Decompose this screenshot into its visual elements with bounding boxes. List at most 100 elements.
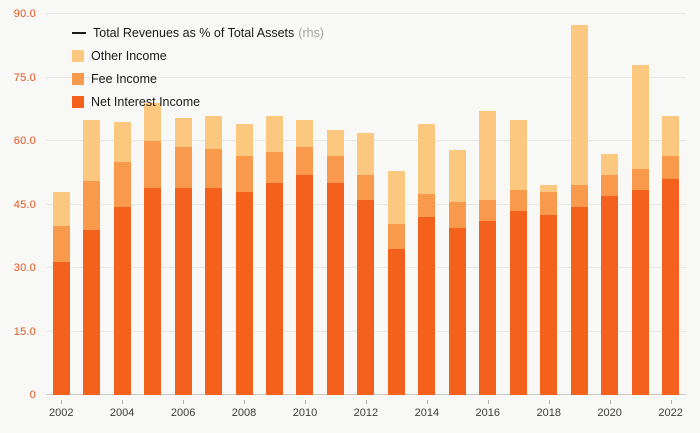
y-axis-tick-label: 45.0 bbox=[13, 198, 36, 211]
bar-segment-net-interest-income bbox=[418, 217, 436, 395]
x-axis-cell-2006: 2006 bbox=[168, 399, 198, 423]
bar-2012[interactable] bbox=[351, 14, 381, 395]
bar-2003[interactable] bbox=[76, 14, 106, 395]
bar-2009[interactable] bbox=[259, 14, 289, 395]
stacked-bar-2009 bbox=[266, 14, 284, 395]
y-axis-tick-label: 30.0 bbox=[13, 262, 36, 274]
bar-2006[interactable] bbox=[168, 14, 198, 395]
x-axis-cell-2015 bbox=[442, 399, 472, 423]
legend-label: Net Interest Income bbox=[91, 94, 201, 109]
legend-item-other-income[interactable]: Other Income bbox=[72, 44, 324, 67]
legend-item-fee-income[interactable]: Fee Income bbox=[72, 67, 324, 90]
x-axis-cell-2005 bbox=[137, 399, 167, 423]
bar-2017[interactable] bbox=[503, 14, 533, 395]
bar-segment-fee-income bbox=[509, 189, 527, 211]
bar-2021[interactable] bbox=[625, 14, 655, 395]
bar-segment-fee-income bbox=[52, 225, 70, 262]
stacked-bar-2019 bbox=[570, 14, 588, 395]
bar-2013[interactable] bbox=[381, 14, 411, 395]
legend: Total Revenues as % of Total Assets (rhs… bbox=[72, 21, 324, 113]
legend-label: Total Revenues as % of Total Assets bbox=[93, 25, 295, 40]
bar-segment-fee-income bbox=[144, 141, 162, 188]
bar-2022[interactable] bbox=[655, 14, 685, 395]
other-income-swatch-icon bbox=[72, 49, 84, 62]
bar-segment-other-income bbox=[540, 185, 558, 192]
bar-segment-other-income bbox=[174, 117, 192, 148]
x-axis-cell-2004: 2004 bbox=[107, 399, 137, 423]
bar-2020[interactable] bbox=[594, 14, 624, 395]
stacked-bar-2014 bbox=[418, 14, 436, 395]
bar-segment-other-income bbox=[570, 24, 588, 186]
bar-segment-fee-income bbox=[113, 162, 131, 207]
bar-2007[interactable] bbox=[198, 14, 228, 395]
bar-segment-other-income bbox=[296, 119, 314, 148]
legend-item-total-revenues[interactable]: Total Revenues as % of Total Assets (rhs… bbox=[72, 21, 324, 44]
bar-segment-other-income bbox=[418, 124, 436, 194]
bar-2002[interactable] bbox=[46, 14, 76, 395]
bar-segment-fee-income bbox=[266, 151, 284, 184]
x-axis-cell-2018: 2018 bbox=[534, 399, 564, 423]
bar-2019[interactable] bbox=[564, 14, 594, 395]
bar-segment-other-income bbox=[631, 64, 649, 169]
bar-segment-fee-income bbox=[357, 174, 375, 201]
bar-segment-fee-income bbox=[570, 185, 588, 207]
bar-2011[interactable] bbox=[320, 14, 350, 395]
bar-segment-other-income bbox=[144, 102, 162, 142]
x-axis-cell-2013 bbox=[381, 399, 411, 423]
bar-2015[interactable] bbox=[442, 14, 472, 395]
x-axis-tick-mark bbox=[244, 400, 246, 404]
bar-segment-other-income bbox=[83, 119, 101, 182]
bar-2008[interactable] bbox=[229, 14, 259, 395]
x-axis-cell-2007 bbox=[198, 399, 228, 423]
x-axis-tick-label: 2014 bbox=[414, 407, 440, 419]
bar-segment-net-interest-income bbox=[631, 189, 649, 395]
bar-segment-net-interest-income bbox=[540, 215, 558, 395]
x-axis-cell-2021 bbox=[625, 399, 655, 423]
bar-segment-other-income bbox=[479, 111, 497, 201]
x-axis-tick-label: 2010 bbox=[292, 407, 318, 419]
legend-item-net-interest-income[interactable]: Net Interest Income bbox=[72, 90, 324, 113]
x-axis-cell-2008: 2008 bbox=[229, 399, 259, 423]
y-axis-tick-label: 75.0 bbox=[13, 71, 36, 84]
bar-2018[interactable] bbox=[534, 14, 564, 395]
bar-segment-net-interest-income bbox=[52, 261, 70, 395]
y-axis-tick-label: 90.0 bbox=[13, 8, 36, 20]
x-axis-tick-mark bbox=[426, 400, 428, 404]
y-axis-tick-label: 15.0 bbox=[13, 325, 36, 338]
bar-segment-other-income bbox=[357, 132, 375, 175]
stacked-bar-2004 bbox=[113, 14, 131, 395]
bar-2005[interactable] bbox=[137, 14, 167, 395]
x-axis-tick-mark bbox=[609, 400, 611, 404]
bar-segment-other-income bbox=[601, 153, 619, 175]
bar-segment-fee-income bbox=[83, 181, 101, 230]
x-axis-tick-mark bbox=[365, 400, 367, 404]
bar-2014[interactable] bbox=[412, 14, 442, 395]
stacked-bar-2021 bbox=[631, 14, 649, 395]
x-axis-cell-2016: 2016 bbox=[473, 399, 503, 423]
x-axis-cell-2003 bbox=[76, 399, 106, 423]
bar-segment-net-interest-income bbox=[235, 191, 253, 395]
x-axis-cell-2009 bbox=[259, 399, 289, 423]
bar-segment-fee-income bbox=[296, 147, 314, 175]
y-axis-tick-label: 0 bbox=[29, 389, 36, 401]
x-axis-tick-label: 2012 bbox=[353, 407, 379, 419]
bar-segment-net-interest-income bbox=[144, 187, 162, 395]
bar-2010[interactable] bbox=[290, 14, 320, 395]
x-axis-tick-mark bbox=[670, 400, 672, 404]
bar-segment-net-interest-income bbox=[509, 210, 527, 395]
x-axis-tick-mark bbox=[548, 400, 550, 404]
bar-2004[interactable] bbox=[107, 14, 137, 395]
line-swatch-icon bbox=[72, 31, 86, 34]
fee-income-swatch-icon bbox=[72, 72, 84, 85]
bar-segment-net-interest-income bbox=[601, 196, 619, 395]
stacked-bar-2010 bbox=[296, 14, 314, 395]
stacked-bar-2015 bbox=[448, 14, 466, 395]
x-axis-tick-label: 2002 bbox=[48, 407, 74, 419]
x-axis-tick-label: 2020 bbox=[597, 407, 622, 419]
x-axis-cell-2012: 2012 bbox=[351, 399, 381, 423]
bar-segment-other-income bbox=[326, 130, 344, 156]
x-axis-tick-mark bbox=[304, 400, 306, 404]
bar-2016[interactable] bbox=[473, 14, 503, 395]
bars-layer bbox=[46, 14, 686, 395]
x-axis-cell-2010: 2010 bbox=[290, 399, 320, 423]
